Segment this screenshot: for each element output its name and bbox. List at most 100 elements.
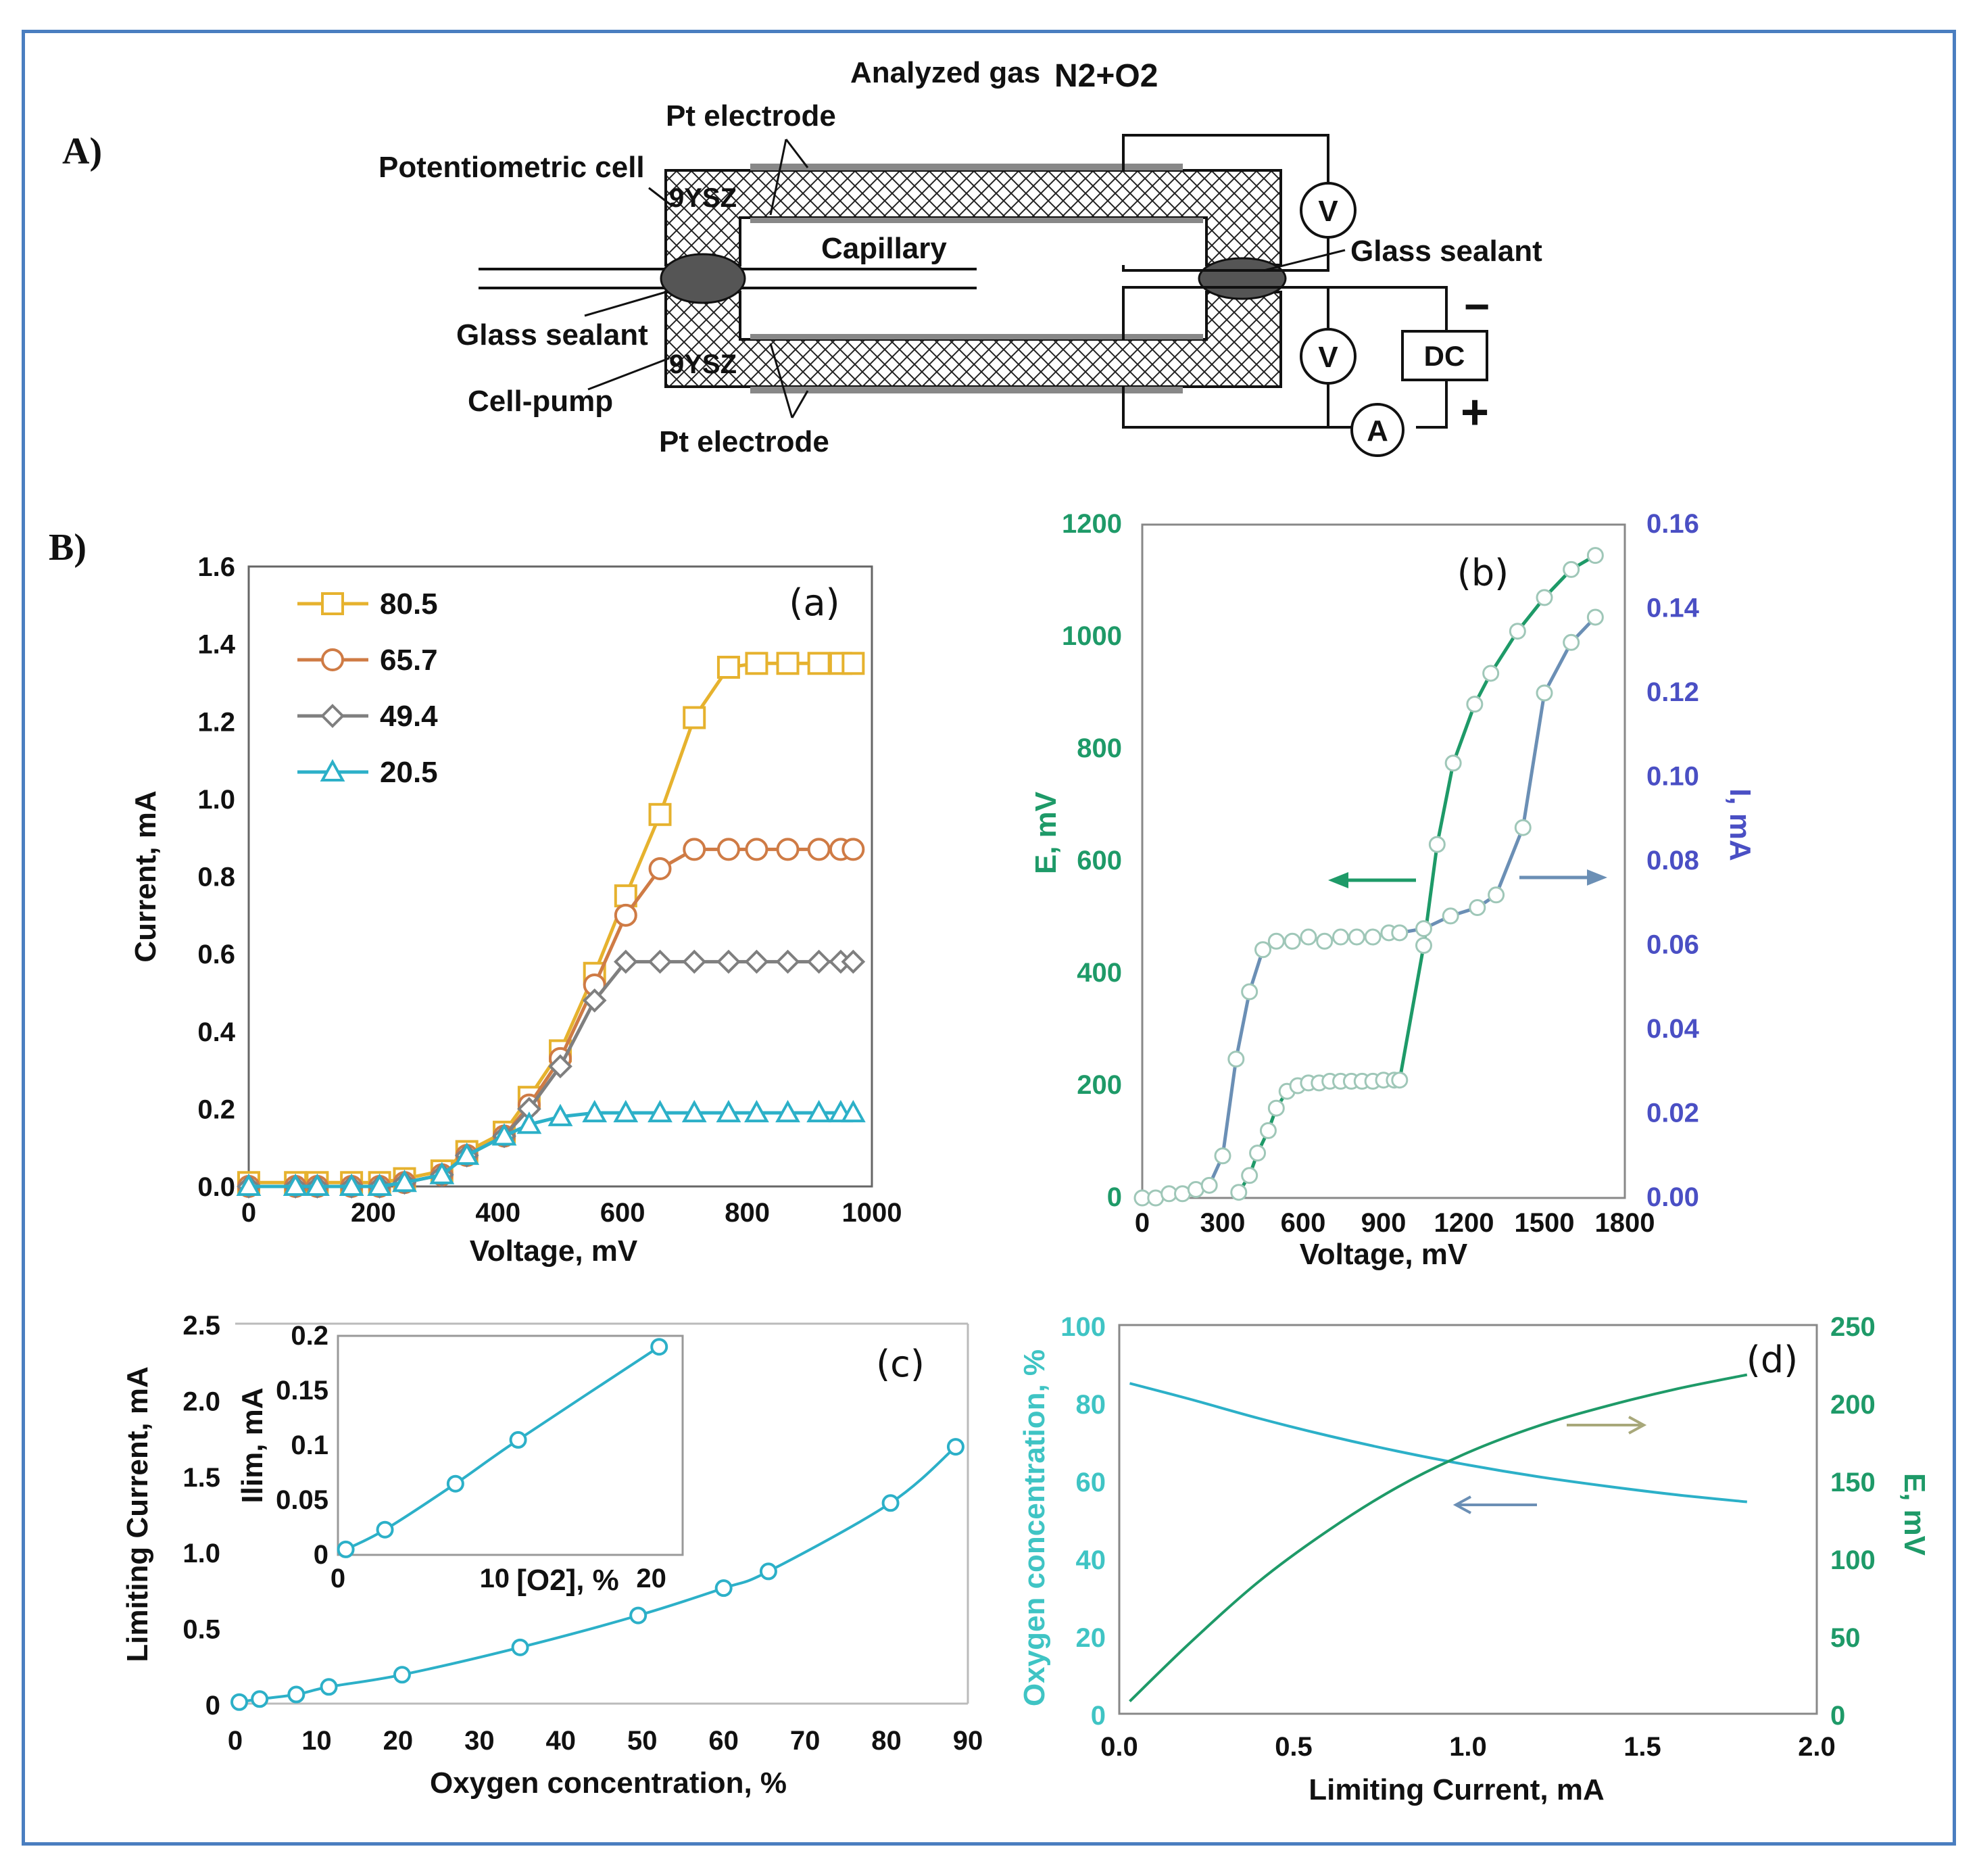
y-right-tick-label-d: 0	[1830, 1701, 1845, 1731]
x-tick-label-a: 200	[351, 1198, 396, 1228]
pt-electrode-bottom-label: Pt electrode	[659, 425, 829, 458]
data-point-I	[1536, 684, 1553, 702]
y-right-tick-label-d: 200	[1830, 1390, 1876, 1420]
data-point-80.5	[841, 652, 865, 675]
y-tick-label-a: 1.4	[197, 630, 235, 660]
pt-electrode-top-outer	[750, 164, 1183, 170]
y-right-tick-label-d: 250	[1830, 1312, 1876, 1342]
pt-electrode-top-inner	[750, 218, 1203, 223]
data-point-I	[1415, 920, 1432, 938]
y-right-tick-label-b: 0.04	[1646, 1014, 1700, 1044]
cell-pump-label: Cell-pump	[468, 385, 613, 418]
panel-letter-d: (d)	[1746, 1339, 1798, 1381]
panel-letter-b: (b)	[1457, 552, 1509, 594]
data-point-limiting-current	[511, 1638, 529, 1656]
data-point-E	[1267, 1099, 1285, 1117]
data-point-49.4	[716, 949, 741, 974]
voltmeter-bottom-circle	[1300, 328, 1357, 385]
data-point-80.5	[716, 656, 740, 679]
x-tick-label-c: 30	[464, 1726, 495, 1756]
y-right-tick-label-b: 0.16	[1646, 509, 1699, 539]
gas-formula-label: N2+O2	[1054, 58, 1158, 94]
data-point-I	[1300, 928, 1317, 946]
data-point-I	[1267, 932, 1285, 950]
data-point-49.4	[682, 949, 707, 974]
x-tick-label-d: 2.0	[1798, 1732, 1836, 1762]
y-right-axis-label-b: I, mA	[1724, 788, 1757, 861]
inset-data-point-c	[376, 1520, 394, 1539]
data-point-20.5	[429, 1161, 455, 1184]
inset-y-tick-label-c: 0.2	[291, 1321, 328, 1351]
data-point-E	[1563, 560, 1580, 578]
inset-data-point-c	[650, 1338, 668, 1356]
legend-marker-49.4	[320, 704, 345, 728]
data-point-65.7	[648, 857, 672, 881]
data-point-I	[1200, 1176, 1218, 1194]
y-right-tick-label-b: 0.10	[1646, 762, 1699, 792]
y-tick-label-c: 2.0	[182, 1387, 220, 1416]
y-left-axis-label-b: E, mV	[1029, 791, 1062, 874]
data-point-20.5	[283, 1173, 308, 1196]
x-tick-label-b: 1800	[1595, 1208, 1655, 1238]
data-point-I	[1227, 1051, 1245, 1068]
y-left-axis-label-d: Oxygen concentration, %	[1018, 1349, 1051, 1706]
data-point-E	[1391, 1072, 1409, 1089]
legend-marker-65.7	[321, 648, 344, 671]
y-right-tick-label-b: 0.12	[1646, 677, 1699, 707]
y-right-tick-label-b: 0.14	[1646, 594, 1700, 623]
data-point-20.5	[547, 1103, 573, 1126]
data-point-E	[1536, 589, 1553, 606]
glass-sealant-right	[1198, 257, 1287, 300]
data-point-E	[1586, 547, 1604, 564]
data-point-65.7	[745, 838, 768, 861]
y-tick-label-a: 1.2	[197, 707, 235, 737]
data-point-65.7	[683, 838, 706, 861]
data-point-I	[1332, 928, 1350, 946]
data-point-49.4	[744, 949, 769, 974]
data-point-49.4	[582, 988, 607, 1013]
inset-x-tick-label-c: 20	[636, 1564, 666, 1593]
glass-sealant-left-label: Glass sealant	[456, 318, 648, 352]
data-point-E	[1249, 1145, 1267, 1162]
y-right-tick-label-b: 0.08	[1646, 846, 1699, 875]
dc-minus-sign: −	[1464, 281, 1490, 331]
data-point-limiting-current	[759, 1562, 777, 1581]
data-point-80.5	[745, 652, 768, 675]
y-left-tick-label-b: 1000	[1062, 621, 1122, 651]
data-point-I	[1488, 886, 1505, 904]
data-point-E	[1415, 937, 1432, 954]
x-tick-label-c: 20	[383, 1726, 414, 1756]
x-tick-label-b: 300	[1200, 1208, 1246, 1238]
dc-plus-sign: +	[1461, 385, 1489, 439]
x-tick-label-d: 0.5	[1275, 1732, 1313, 1762]
chart-a: 0 200 400 600 800 1000 0.0 0.2 0.4 0.6 0.8 1.0 1.2 1.…	[129, 552, 902, 1268]
y-left-tick-label-b: 600	[1077, 846, 1122, 875]
legend-label-20.5: 20.5	[380, 756, 438, 789]
plot-area-d	[1118, 1324, 1818, 1715]
data-point-49.4	[613, 949, 638, 974]
inset-y-tick-label-c: 0	[314, 1540, 328, 1570]
data-point-49.4	[806, 949, 831, 974]
y-left-tick-label-b: 0	[1107, 1182, 1122, 1212]
data-point-20.5	[744, 1099, 769, 1123]
legend-label-80.5: 80.5	[380, 587, 438, 621]
y-tick-label-c: 1.5	[182, 1463, 220, 1493]
data-point-20.5	[392, 1170, 417, 1193]
y-tick-label-a: 0.6	[197, 940, 235, 969]
x-tick-label-a: 1000	[842, 1198, 902, 1228]
inset-y-tick-label-c: 0.1	[291, 1430, 328, 1460]
data-point-limiting-current	[230, 1693, 249, 1711]
data-point-E	[1259, 1122, 1277, 1139]
data-point-65.7	[614, 903, 637, 927]
series-line-oxygen-concentration	[1129, 1382, 1748, 1504]
potentiometric-cell-label: Potentiometric cell	[378, 151, 645, 184]
series-line-e	[1129, 1373, 1748, 1703]
y-tick-label-a: 0.0	[197, 1172, 235, 1202]
legend-marker-80.5	[321, 592, 344, 615]
arrow-right-head-b	[1587, 869, 1607, 886]
y-left-tick-label-b: 1200	[1062, 509, 1122, 539]
data-point-limiting-current	[287, 1685, 306, 1704]
x-tick-label-a: 0	[241, 1198, 256, 1228]
x-tick-label-c: 0	[228, 1726, 243, 1756]
y-right-tick-label-d: 50	[1830, 1623, 1861, 1653]
